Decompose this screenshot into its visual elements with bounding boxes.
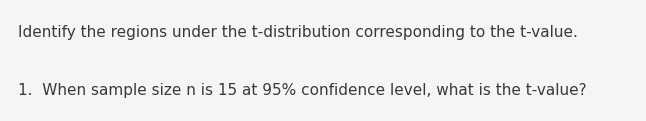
Text: 1.  When sample size n is 15 at 95% confidence level, what is the t-value?: 1. When sample size n is 15 at 95% confi…	[18, 83, 587, 98]
Text: Identify the regions under the t-distribution corresponding to the t-value.: Identify the regions under the t-distrib…	[18, 25, 578, 40]
